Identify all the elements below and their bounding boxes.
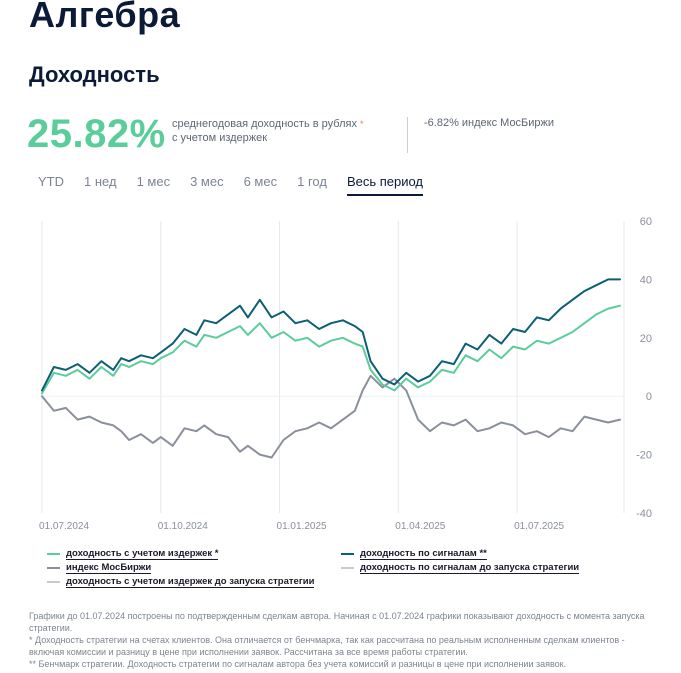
legend-swatch: [47, 553, 60, 555]
footnotes: Графики до 01.07.2024 построены по подтв…: [29, 610, 659, 670]
y-tick-label: 0: [646, 391, 652, 403]
legend-item-signal-before-launch[interactable]: доходность по сигналам до запуска страте…: [341, 562, 580, 574]
legend-item-moex-index[interactable]: индекс МосБиржи: [47, 562, 152, 574]
legend-item-net-return[interactable]: доходность с учетом издержек *: [47, 548, 219, 560]
x-tick-label: 01.04.2025: [395, 521, 445, 532]
tab-1-week[interactable]: 1 нед: [84, 174, 117, 189]
x-tick-label: 01.10.2024: [158, 521, 208, 532]
legend-label: индекс МосБиржи: [66, 562, 152, 574]
y-tick-label: 60: [640, 216, 652, 228]
y-tick-label: -40: [636, 508, 652, 520]
legend-swatch: [47, 567, 60, 569]
tab-6-months[interactable]: 6 мес: [243, 174, 278, 189]
section-title: Доходность: [29, 62, 160, 87]
y-tick-label: -20: [636, 450, 652, 462]
legend-swatch: [341, 553, 354, 555]
x-tick-label: 01.07.2024: [39, 521, 89, 532]
footnote-net-return: * Доходность стратегии на счетах клиенто…: [29, 635, 625, 657]
tab-3-months[interactable]: 3 мес: [190, 174, 224, 189]
tab-1-year[interactable]: 1 год: [297, 174, 327, 189]
legend-label: доходность с учетом издержек до запуска …: [66, 576, 315, 588]
chart-legend: доходность с учетом издержек * доходност…: [47, 548, 647, 590]
series-line: [41, 374, 621, 459]
tab-ytd[interactable]: YTD: [38, 174, 64, 189]
legend-label: доходность с учетом издержек *: [66, 548, 219, 560]
period-tabs: YTD 1 нед 1 мес 3 мес 6 мес 1 год Весь п…: [38, 174, 443, 196]
footnote-star[interactable]: *: [360, 119, 364, 129]
returns-chart[interactable]: 60 40 20 0 -20 -40 01.07.2024 01.10.2024 01.01.2…: [0, 205, 681, 540]
legend-item-net-before-launch[interactable]: доходность с учетом издержек до запуска …: [47, 576, 315, 588]
benchmark-return: -6.82% индекс МосБиржи: [424, 117, 555, 129]
tab-1-month[interactable]: 1 мес: [136, 174, 171, 189]
legend-item-signal-return[interactable]: доходность по сигналам **: [341, 548, 487, 560]
legend-label: доходность по сигналам до запуска страте…: [360, 562, 580, 574]
legend-swatch: [47, 581, 60, 583]
description-line1: среднегодовая доходность в рублях: [172, 118, 357, 130]
x-tick-label: 01.01.2025: [277, 521, 327, 532]
series-line: [41, 304, 621, 395]
x-tick-label: 01.07.2025: [514, 521, 564, 532]
divider: [407, 117, 408, 153]
page-title: Алгебра: [29, 0, 181, 35]
description-line2: с учетом издержек: [172, 132, 268, 144]
footnote-general: Графики до 01.07.2024 построены по подтв…: [29, 611, 645, 633]
legend-label: доходность по сигналам **: [360, 548, 487, 560]
annual-return-description: среднегодовая доходность в рублях * с уч…: [172, 117, 392, 145]
tab-all-period[interactable]: Весь период: [346, 174, 424, 196]
series-line: [41, 278, 621, 392]
legend-swatch: [341, 567, 354, 569]
y-tick-label: 40: [640, 274, 652, 286]
footnote-benchmark: ** Бенчмарк стратегии. Доходность страте…: [29, 659, 567, 669]
y-tick-label: 20: [640, 333, 652, 345]
annual-return-value: 25.82%: [27, 112, 166, 156]
